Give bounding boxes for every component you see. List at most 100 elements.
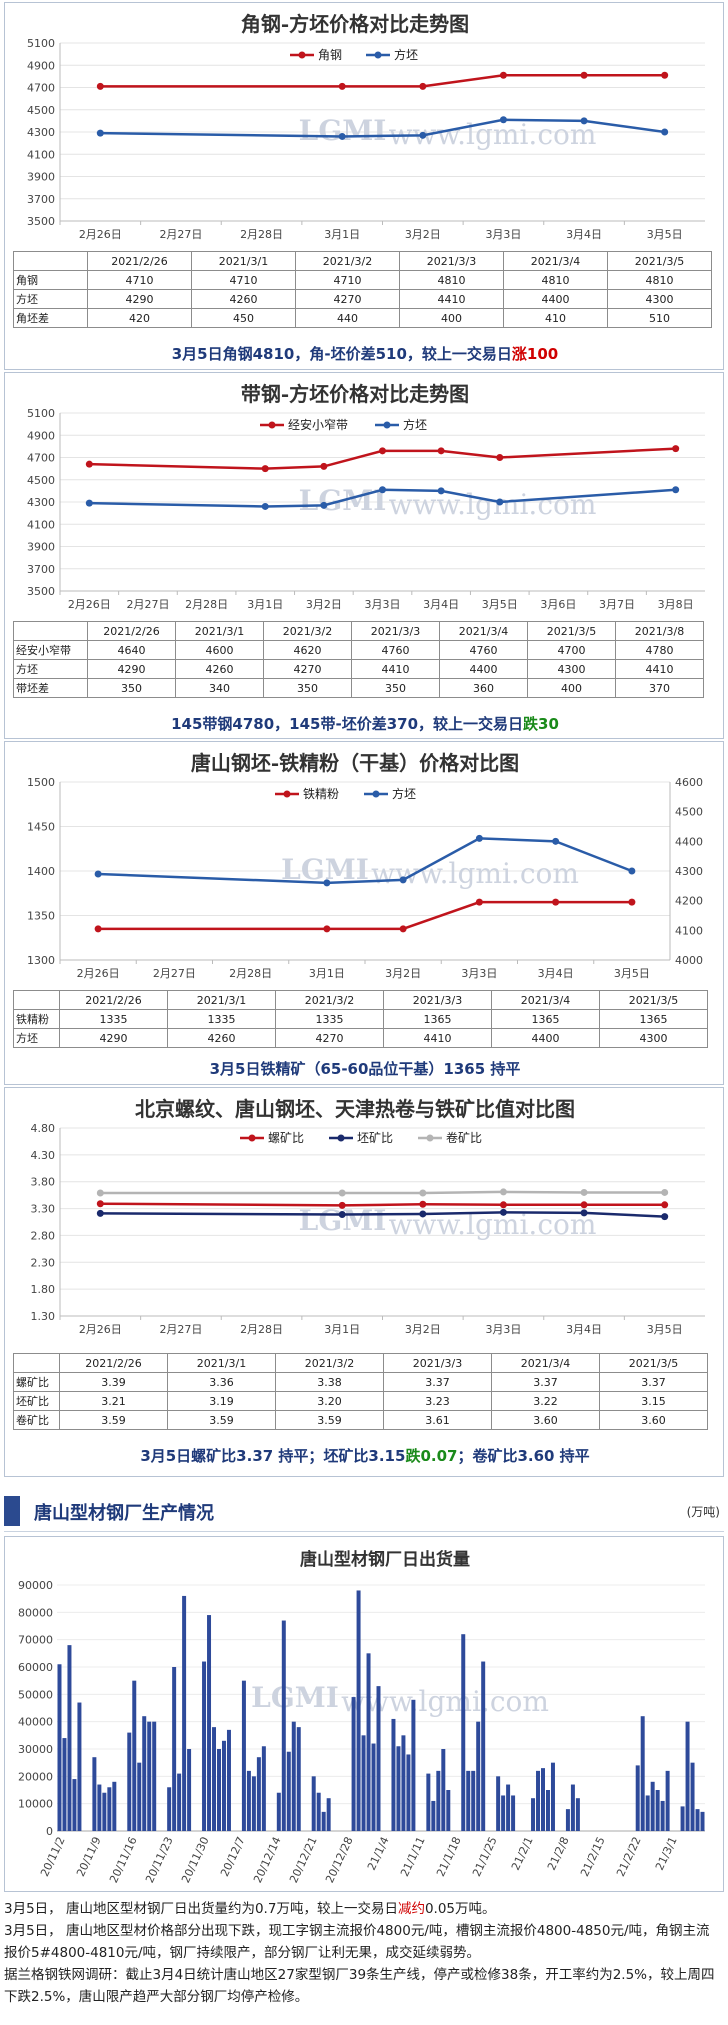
table-row: 螺矿比 3.39 3.36 3.38 3.37 3.37 3.37 [13,1372,708,1392]
table-cell: 370 [615,678,704,698]
y-tick-label: 5100 [27,37,55,50]
table-cell: 4260 [167,1028,276,1048]
x-tick-label: 3月5日 [614,967,650,980]
y-tick-label: 4300 [27,496,55,509]
chart-title: 唐山型材钢厂日出货量 [300,1549,470,1570]
bar [406,1754,411,1831]
bar [531,1798,536,1831]
bar [645,1795,650,1831]
data-point [496,454,504,461]
bar [366,1653,371,1831]
row-label: 角坯差 [13,308,88,328]
bar [291,1721,296,1831]
table-header-cell: 2021/3/1 [167,990,276,1010]
table-cell: 4400 [503,289,608,309]
x-tick-label: 21/1/4 [365,1835,392,1873]
x-tick-label: 3月8日 [658,598,694,611]
strip-steel-chart: 带钢-方坯价格对比走势图 5100 4900 4700 4500 4300 4100 390… [27,382,705,611]
data-point [419,1189,427,1197]
section-title: 唐山型材钢厂生产情况 [34,1503,214,1524]
table-header-cell: 2021/3/2 [275,990,384,1010]
bar [391,1718,396,1831]
table-cell: 4300 [527,659,616,679]
table-row: 方坯 4290 4260 4270 4410 4400 4300 [13,289,712,309]
bar [426,1773,431,1831]
bar [471,1770,476,1831]
y-tick-label: 3900 [27,171,55,184]
bar [640,1716,645,1831]
x-tick-label: 20/12/21 [287,1835,320,1885]
x-tick-label: 2月27日 [159,1323,202,1336]
y2-tick-label: 4500 [675,806,703,819]
y-tick-label: 40000 [18,1716,53,1729]
bar [655,1790,660,1831]
data-point [338,1189,346,1197]
bar [202,1661,207,1831]
y-tick-label: 1.30 [31,1310,56,1323]
row-label: 卷矿比 [13,1410,60,1430]
table-header-cell: 2021/3/5 [607,251,712,271]
table-cell: 4290 [87,659,176,679]
table-header-cell: 2021/3/2 [275,1353,384,1373]
legend-label: 角钢 [318,48,342,62]
bar [461,1634,466,1831]
bar [182,1595,187,1831]
data-point [379,486,386,494]
chart-title: 北京螺纹、唐山钢坯、天津热卷与铁矿比值对比图 [135,1097,575,1121]
data-point [338,1210,346,1218]
data-point [94,925,102,933]
y-tick-label: 80000 [18,1606,53,1619]
chart-title: 角钢-方坯价格对比走势图 [241,12,469,36]
table-cell: 4760 [439,640,528,660]
watermark: LGMI www.lgmi.com [251,1681,549,1718]
table-cell: 3.61 [383,1410,492,1430]
y-tick-label: 4900 [27,59,55,72]
table-cell: 3.15 [599,1391,708,1411]
bar [351,1697,356,1831]
y-tick-label: 4100 [27,148,55,161]
y-tick-label: 4700 [27,452,55,465]
table-cell: 350 [351,678,440,698]
x-tick-label: 20/11/23 [143,1835,176,1885]
series-line-方坯 [100,118,665,138]
data-point [437,447,445,455]
table-row: 角钢 4710 4710 4710 4810 4810 4810 [13,270,712,290]
table-cell: 420 [87,308,192,328]
bar [660,1800,665,1831]
table-cell: 400 [527,678,616,698]
bar [570,1784,575,1831]
bar [187,1749,192,1831]
bar [107,1787,112,1831]
x-tick-label: 3月2日 [405,1323,441,1336]
table-cell: 4270 [263,659,352,679]
legend-marker [426,1134,434,1142]
y-tick-label: 1300 [27,954,55,967]
table-cell: 4710 [87,270,192,290]
bar [77,1702,82,1831]
legend-marker [268,421,276,429]
y-tick-label: 3.30 [31,1203,56,1216]
bar [700,1811,705,1831]
data-point [580,1201,588,1209]
table-cell: 3.37 [383,1372,492,1392]
table-row: 方坯 4290 4260 4270 4410 4400 4300 [13,1028,708,1048]
x-tick-label: 3月4日 [423,598,459,611]
bar [226,1729,231,1831]
x-tick-label: 3月3日 [485,1323,521,1336]
table-header-cell: 2021/3/4 [439,621,528,641]
bar [132,1680,137,1831]
table-cell: 360 [439,678,528,698]
note-2: 3月5日， 唐山地区型材价格部分出现下跌，现工字钢主流报价4800元/吨，槽钢主… [4,1923,710,1961]
series-line-方坯 [98,837,633,885]
bar [147,1721,152,1831]
table-cell: 4810 [399,270,504,290]
watermark-url: www.lgmi.com [389,488,597,521]
y-tick-label: 1350 [27,910,55,923]
data-point [672,486,680,494]
x-tick-label: 21/1/11 [398,1835,428,1879]
table-header-cell: 2021/2/26 [59,990,168,1010]
table-cell: 4620 [263,640,352,660]
x-tick-label: 3月4日 [538,967,574,980]
bar [276,1792,281,1831]
y-tick-label: 10000 [18,1798,53,1811]
